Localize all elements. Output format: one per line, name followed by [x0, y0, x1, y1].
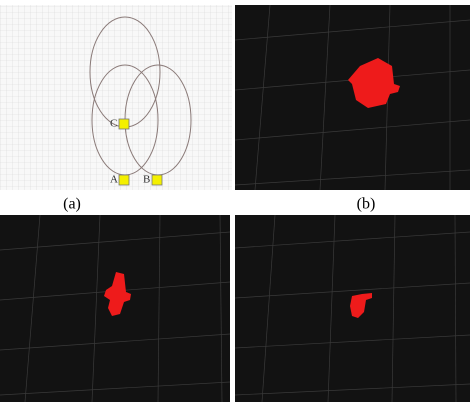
anchor-b: [151, 174, 163, 186]
red-blob: [350, 293, 372, 318]
floor-grid: [0, 214, 231, 403]
label-c: C: [110, 118, 117, 130]
panel-a: C A B: [0, 5, 232, 190]
anchor-c: [118, 118, 130, 130]
floor-grid: [234, 214, 471, 403]
label-b: B: [143, 174, 150, 186]
grid: [0, 5, 232, 190]
panel-c: [0, 214, 231, 403]
dark-background: [235, 5, 470, 190]
anchor-a: [118, 174, 130, 186]
caption-a: (a): [63, 196, 81, 213]
panel-b: [234, 4, 471, 191]
panel-d: [234, 214, 471, 403]
red-blob: [348, 58, 400, 108]
label-a: A: [110, 174, 118, 186]
red-blob: [104, 272, 131, 316]
caption-b: (b): [357, 196, 376, 213]
